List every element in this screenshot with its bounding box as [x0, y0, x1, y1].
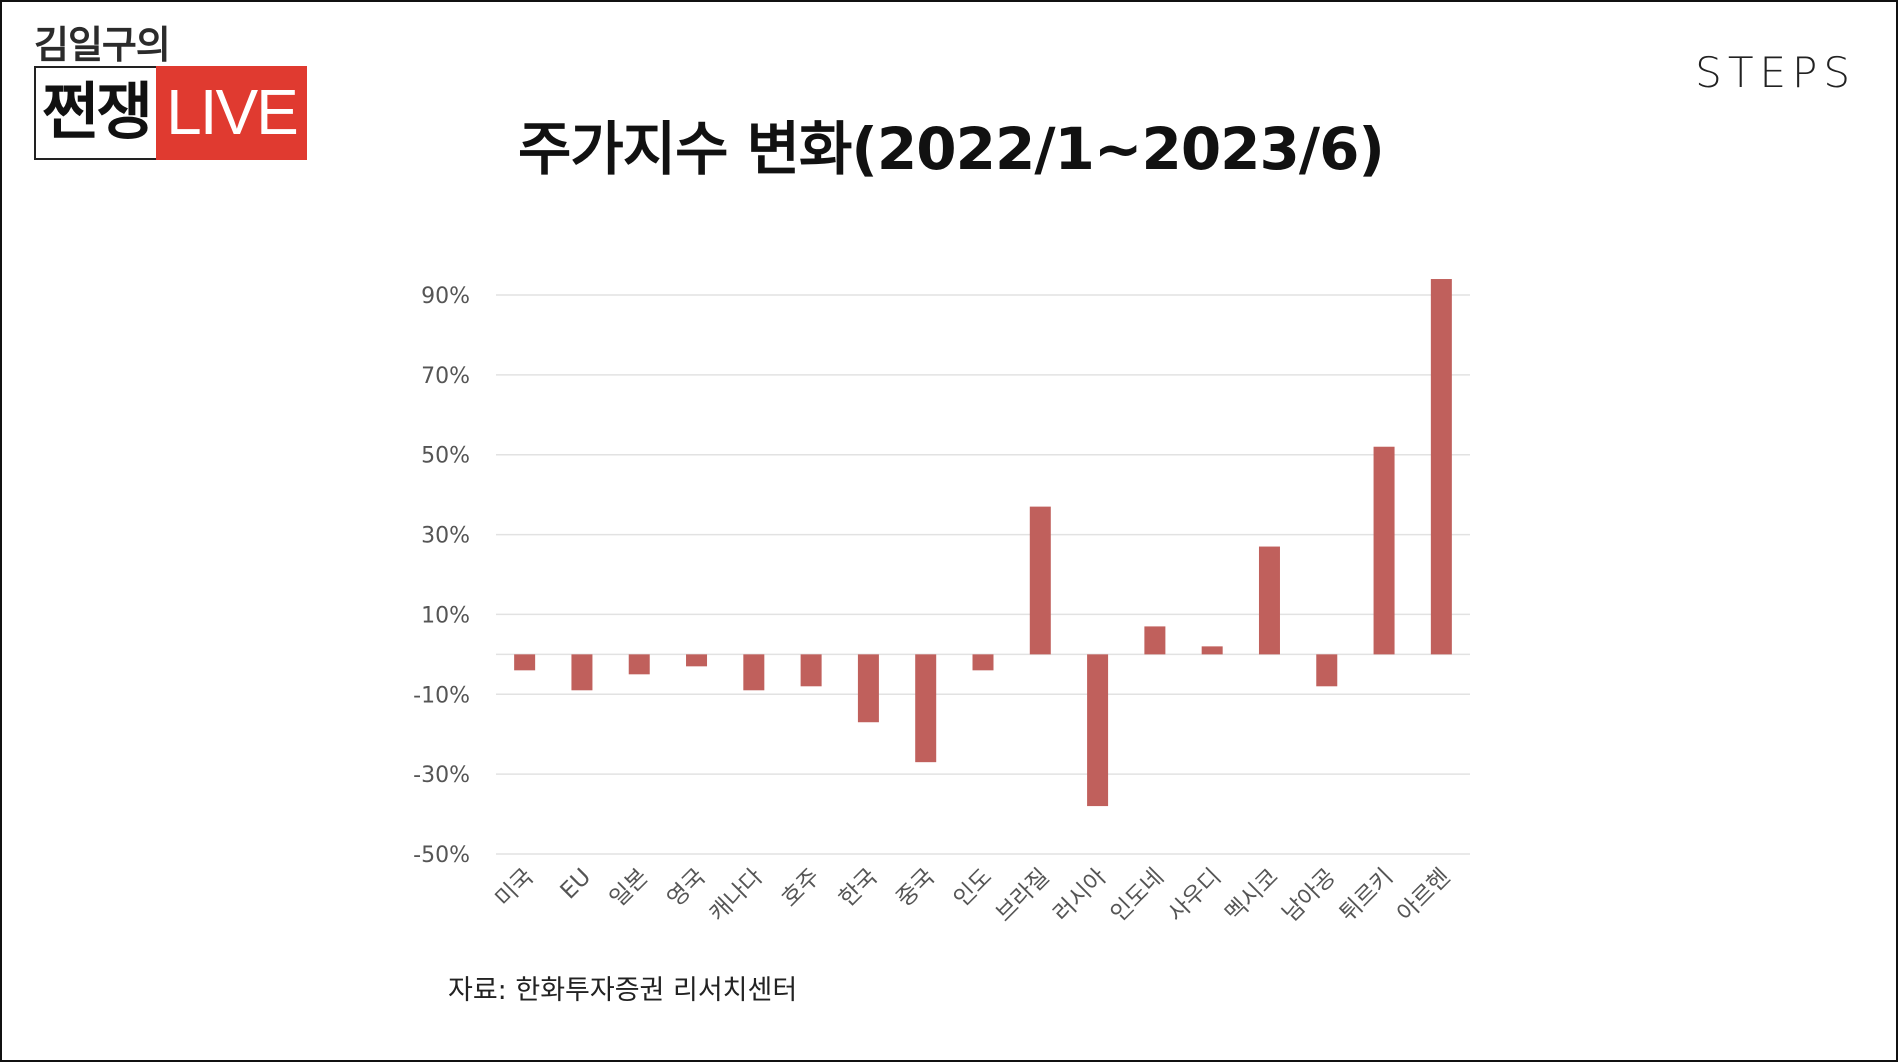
x-tick-label: 일본	[605, 864, 653, 912]
x-tick-label: 캐나다	[705, 864, 768, 927]
bar	[628, 654, 650, 675]
bar	[1373, 446, 1395, 655]
bar	[686, 654, 708, 667]
bar	[514, 654, 536, 671]
y-tick-label: 30%	[421, 524, 470, 549]
y-tick-label: -50%	[413, 843, 470, 868]
x-tick-label: 미국	[491, 864, 539, 912]
logo-top-text: 김일구의	[34, 23, 171, 67]
y-tick-label: -10%	[413, 683, 470, 708]
bar	[800, 654, 822, 687]
y-tick-label: 50%	[421, 444, 470, 469]
logo-main: 쩐쟁 LIVE	[34, 66, 307, 160]
logo-main-text: 쩐쟁	[34, 66, 157, 160]
bar	[1430, 279, 1452, 655]
x-tick-label: 한국	[834, 864, 882, 912]
x-tick-label: 아르헨	[1392, 864, 1455, 927]
x-tick-label: 튀르키	[1335, 864, 1398, 927]
x-tick-label: EU	[556, 864, 597, 905]
x-tick-label: 중국	[892, 864, 940, 912]
bar	[1029, 506, 1051, 655]
bar	[1144, 626, 1166, 655]
brand-logo: STEPS	[1695, 48, 1856, 97]
y-tick-label: 90%	[421, 284, 470, 309]
bar	[1201, 646, 1223, 655]
x-tick-label: 러시아	[1049, 864, 1112, 927]
source-note: 자료: 한화투자증권 리서치센터	[448, 975, 798, 1006]
x-tick-label: 멕시코	[1220, 864, 1283, 927]
bar	[857, 654, 879, 723]
logo-live-badge: LIVE	[156, 66, 307, 160]
y-tick-label: 70%	[421, 364, 470, 389]
bar	[1258, 546, 1280, 655]
y-tick-label: -30%	[413, 763, 470, 788]
x-tick-label: 남아공	[1278, 864, 1341, 927]
x-tick-label: 영국	[662, 864, 710, 912]
chart-title: 주가지수 변화(2022/1~2023/6)	[518, 115, 1385, 183]
x-tick-label: 인도네	[1106, 864, 1169, 927]
x-tick-label: 브라질	[991, 864, 1054, 927]
bar	[1087, 654, 1109, 807]
bar	[1316, 654, 1338, 687]
x-tick-label: 사우디	[1163, 864, 1226, 927]
show-logo: 김일구의 쩐쟁 LIVE	[34, 23, 320, 160]
bar	[972, 654, 994, 671]
x-tick-label: 호주	[777, 864, 825, 912]
bar	[571, 654, 593, 691]
x-tick-label: 인도	[949, 864, 997, 912]
y-tick-label: 10%	[421, 603, 470, 628]
bar	[915, 654, 937, 763]
bar	[743, 654, 765, 691]
